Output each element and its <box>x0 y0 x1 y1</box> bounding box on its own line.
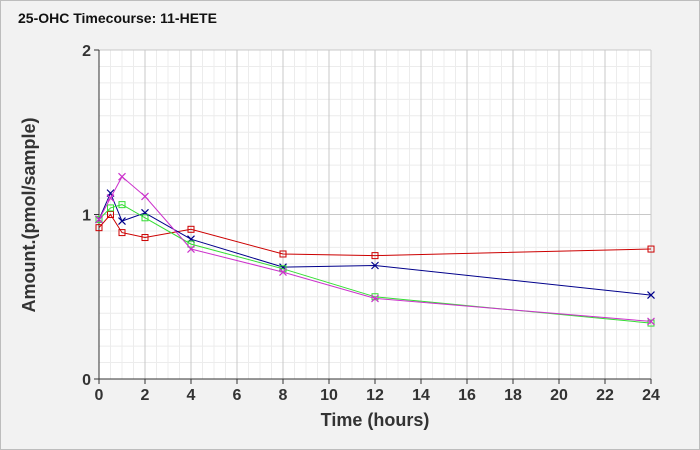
y-axis-label: Amount.(pmol/sample) <box>19 117 39 312</box>
x-tick-label: 4 <box>187 387 196 404</box>
data-point <box>371 261 379 270</box>
data-point <box>95 224 103 232</box>
data-point <box>371 293 379 301</box>
data-point <box>279 250 287 258</box>
x-tick-label: 8 <box>279 387 288 404</box>
data-point <box>95 215 103 224</box>
x-tick-label: 16 <box>458 387 476 404</box>
series-line <box>98 204 652 324</box>
data-point <box>106 194 115 202</box>
y-tick-label: 0 <box>82 372 91 389</box>
data-point <box>187 245 195 253</box>
data-point <box>118 201 126 209</box>
data-point <box>647 245 655 253</box>
series-line <box>98 175 652 322</box>
data-point <box>187 240 195 248</box>
x-tick-label: 2 <box>141 387 150 404</box>
series-3 <box>95 201 655 327</box>
data-point <box>141 234 149 242</box>
x-tick-label: 18 <box>504 387 522 404</box>
data-point <box>107 211 114 218</box>
data-point <box>118 217 126 226</box>
data-point <box>371 252 379 260</box>
data-point <box>647 317 655 326</box>
x-tick-label: 10 <box>320 387 338 404</box>
data-point <box>279 268 287 276</box>
data-point <box>187 225 195 233</box>
data-point <box>141 192 149 201</box>
data-point <box>647 291 655 300</box>
x-tick-label: 0 <box>95 387 104 404</box>
chart-title: 25-OHC Timecourse: 11-HETE <box>18 10 217 26</box>
x-tick-label: 12 <box>366 387 384 404</box>
x-tick-label: 24 <box>642 387 660 404</box>
data-point <box>107 204 114 212</box>
data-point <box>118 172 126 181</box>
x-tick-label: 22 <box>596 387 614 404</box>
series-line <box>98 191 652 296</box>
series-1 <box>95 211 655 260</box>
x-axis-label: Time (hours) <box>321 410 430 430</box>
data-point <box>141 214 149 222</box>
series-4 <box>95 172 655 326</box>
x-tick-label: 6 <box>233 387 242 404</box>
data-point <box>95 215 103 223</box>
data-point <box>118 229 126 237</box>
x-tick-label: 20 <box>550 387 568 404</box>
x-tick-label: 14 <box>412 387 430 404</box>
data-point <box>371 294 379 303</box>
y-tick-label: 2 <box>82 43 91 60</box>
y-tick-label: 1 <box>82 208 91 225</box>
data-point <box>647 319 655 327</box>
